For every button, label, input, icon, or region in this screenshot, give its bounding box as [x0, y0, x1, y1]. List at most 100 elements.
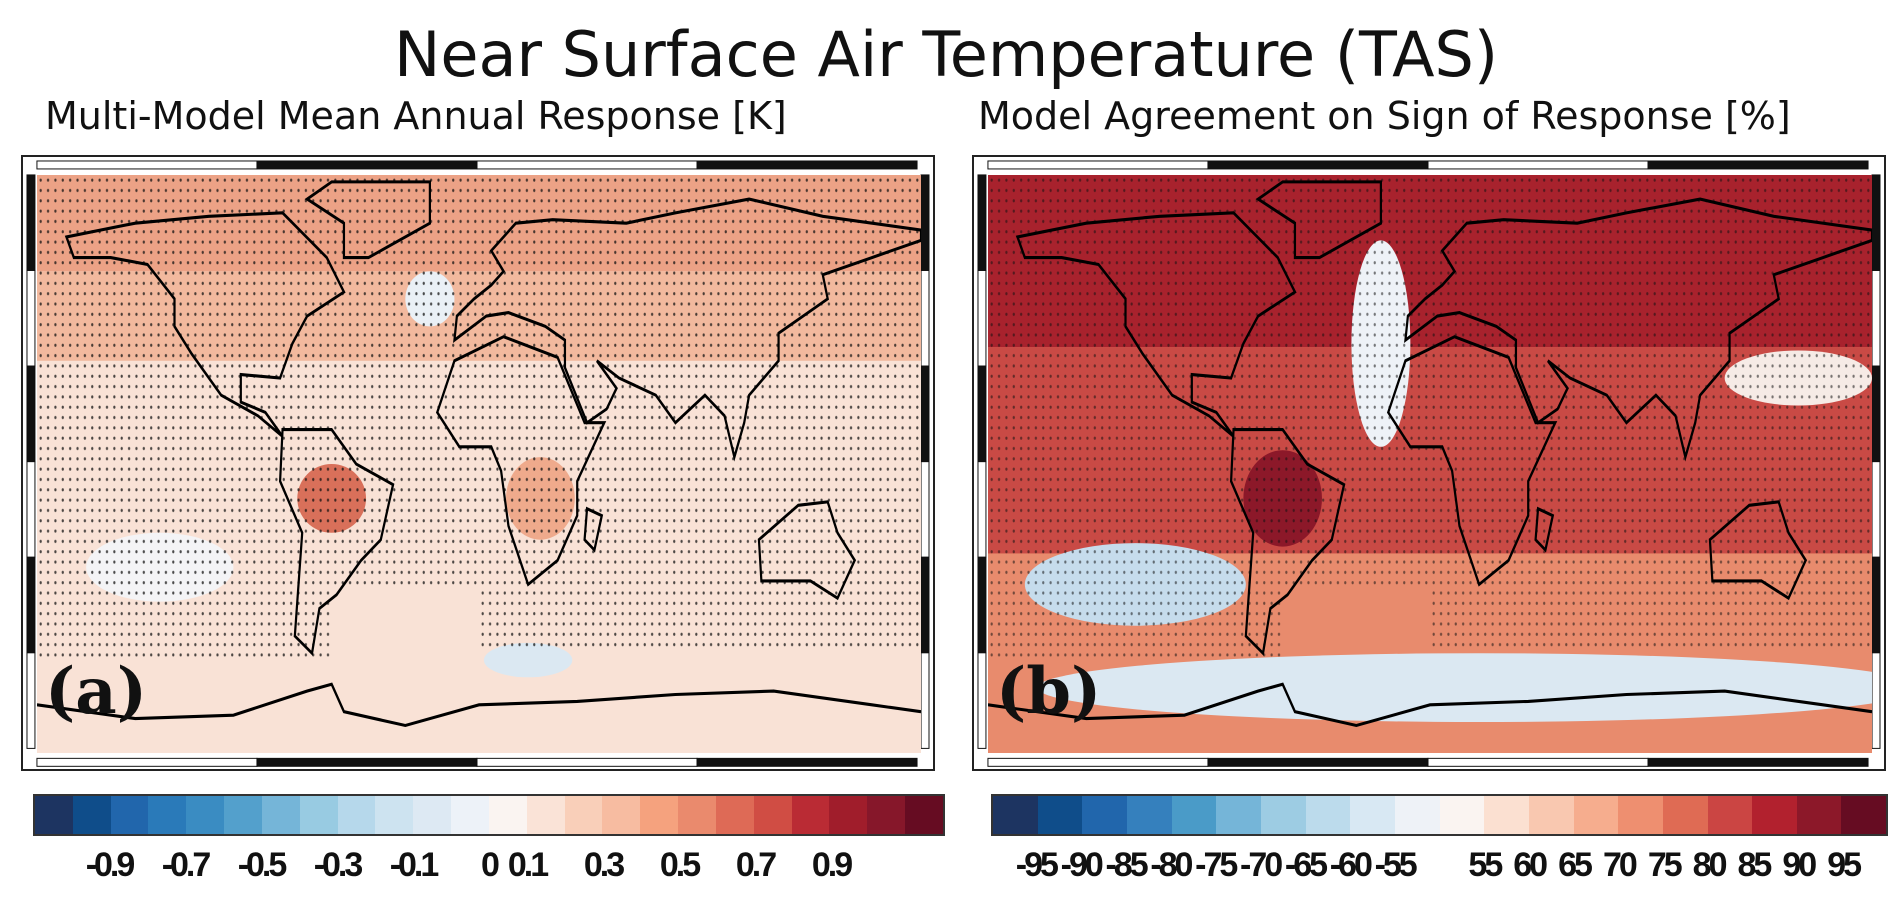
colorbar-swatch [1305, 796, 1351, 834]
colorbar-tick-label: 80 [1692, 846, 1728, 884]
coastline-samerica [278, 428, 395, 656]
panel-a-subtitle: Multi-Model Mean Annual Response [K] [45, 94, 787, 138]
colorbar-swatch [1216, 796, 1261, 834]
significance-stippling [37, 587, 332, 657]
coastline-samerica [1229, 428, 1346, 656]
colorbar-swatch [1841, 796, 1887, 834]
panel-b-map: (b) [972, 155, 1886, 771]
colorbar-swatch [1394, 796, 1440, 834]
colorbar-swatch [375, 796, 414, 834]
colorbar-swatch [148, 796, 187, 834]
colorbar-tick-label: -0.5 [237, 846, 288, 884]
map-canvas [37, 175, 921, 753]
colorbar-swatch [993, 796, 1038, 834]
colorbar-swatch [488, 796, 527, 834]
colorbar-tick-label: -95 [1015, 846, 1059, 884]
colorbar-tick-label: 85 [1737, 846, 1773, 884]
colorbar-a-ticks: -0.9 -0.7 -0.5 -0.3 -0.1 0 0.1 0.3 0.5 0.7 0.9 [33, 846, 945, 896]
colorbar-tick-label: 70 [1602, 846, 1638, 884]
colorbar-tick-label: -70 [1240, 846, 1283, 884]
coastline-eurasia [1404, 197, 1872, 462]
significance-stippling [1430, 587, 1872, 650]
coastline-australia [757, 500, 857, 601]
colorbar-swatch [640, 796, 679, 834]
significance-stippling [37, 347, 921, 588]
colorbar-swatch [1752, 796, 1797, 834]
colorbar-swatch [1439, 796, 1485, 834]
colorbar-swatch [829, 796, 868, 834]
colorbar-tick-label: -0.1 [389, 846, 440, 884]
map-frame [26, 160, 930, 767]
coastline-antarctica [988, 682, 1872, 728]
map-frame [977, 160, 1881, 767]
colorbar-swatch [678, 796, 716, 834]
colorbar-swatch [1707, 796, 1753, 834]
colorbar-swatch [1350, 796, 1395, 834]
colorbar-swatch [261, 796, 300, 834]
colorbar-swatch [224, 796, 262, 834]
coastline-namerica [1015, 211, 1297, 438]
colorbar-swatch [1171, 796, 1217, 834]
significance-stippling [988, 347, 1872, 588]
colorbar-tick-label: 0.1 [507, 846, 549, 884]
coastline-madagascar [1534, 506, 1555, 553]
colorbar-swatch [602, 796, 641, 834]
colorbar-swatch [1573, 796, 1619, 834]
significance-stippling [479, 587, 921, 650]
colorbar-swatch [337, 796, 376, 834]
colorbar-swatch [299, 796, 338, 834]
colorbar-swatch [564, 796, 603, 834]
colorbar-swatch [413, 796, 452, 834]
colorbar-swatch [72, 796, 111, 834]
panel-label: (a) [45, 654, 148, 729]
colorbar-tick-label: -55 [1374, 846, 1418, 884]
coastline-eurasia [453, 197, 921, 462]
colorbar-tick-label: 65 [1558, 846, 1593, 884]
colorbar-swatch [1082, 796, 1127, 834]
colorbar-tick-label: 0.3 [583, 846, 625, 884]
colorbar-swatch [1796, 796, 1842, 834]
colorbar-tick-label: -0.3 [313, 846, 364, 884]
colorbar-swatch [1662, 796, 1708, 834]
colorbar-tick-label: -60 [1329, 846, 1373, 884]
colorbar-swatch [1484, 796, 1529, 834]
colorbar-swatch [186, 796, 225, 834]
colorbar-tick-label: 0.5 [659, 846, 701, 884]
colorbar-tick-label: -65 [1284, 846, 1328, 884]
coastline-madagascar [583, 506, 604, 553]
colorbar-swatch [791, 796, 830, 834]
shaded-region [483, 642, 573, 678]
coastline-namerica [64, 211, 346, 438]
colorbar-swatch [35, 796, 73, 834]
colorbar-swatch [1528, 796, 1574, 834]
figure-title: Near Surface Air Temperature (TAS) [393, 18, 1499, 91]
coastline-greenland [304, 180, 431, 260]
colorbar-swatch [753, 796, 792, 834]
colorbar-swatch [526, 796, 565, 834]
coastline-greenland [1255, 180, 1382, 260]
colorbar-swatch [867, 796, 906, 834]
colorbar-b-ticks: -95 -90 -85 -80 -75 -70 -65 -60 -55 55 60 65 70 75 80 8… [991, 846, 1888, 896]
colorbar-tick-label: -85 [1105, 846, 1148, 884]
panel-a-map: (a) [21, 155, 935, 771]
colorbar-tick-label: -75 [1195, 846, 1238, 884]
coastline-australia [1708, 500, 1808, 601]
colorbar-b [991, 794, 1888, 836]
colorbar-tick-label: 75 [1647, 846, 1683, 884]
colorbar-swatch [110, 796, 149, 834]
colorbar-tick-label: 60 [1513, 846, 1548, 884]
colorbar-tick-label: 90 [1782, 846, 1817, 884]
colorbar-a [33, 794, 945, 836]
colorbar-tick-label: 0.7 [735, 846, 777, 884]
colorbar-tick-label: 0 [481, 846, 500, 884]
colorbar-swatch [1037, 796, 1083, 834]
coastline-antarctica [37, 682, 921, 728]
coastline-africa [1386, 335, 1558, 587]
map-canvas [988, 175, 1872, 753]
colorbar-tick-label: 95 [1827, 846, 1862, 884]
colorbar-swatch [1126, 796, 1172, 834]
panel-label: (b) [996, 654, 1102, 729]
shaded-region [1037, 653, 1872, 723]
colorbar-swatch [715, 796, 754, 834]
colorbar-swatch [451, 796, 489, 834]
